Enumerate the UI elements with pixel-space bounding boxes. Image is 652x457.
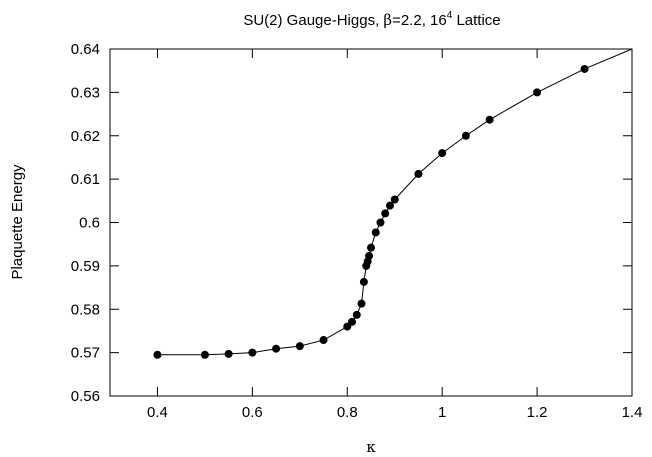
- data-point: [485, 115, 494, 124]
- y-axis-ticks: [110, 48, 632, 397]
- y-tick-label: 0.63: [71, 84, 100, 101]
- y-tick-label: 0.62: [71, 128, 100, 145]
- plot-frame: [109, 48, 633, 397]
- data-point: [200, 350, 209, 359]
- data-point: [224, 349, 233, 358]
- data-point: [381, 209, 390, 218]
- data-point: [359, 277, 368, 286]
- data-point: [352, 310, 361, 319]
- y-axis-tick-labels: 0.56 0.57 0.58 0.59 0.6 0.61 0.62 0.63 0.64: [71, 41, 100, 405]
- y-tick-label: 0.64: [71, 41, 100, 58]
- x-tick-label: 0.8: [337, 404, 358, 421]
- x-axis-label: κ: [366, 438, 376, 456]
- data-point: [376, 218, 385, 227]
- series-points-group: [153, 64, 589, 359]
- data-point: [319, 336, 328, 345]
- chart-title-beta-value: =2.2, 16: [392, 12, 447, 29]
- data-point: [357, 299, 366, 308]
- data-point: [438, 149, 447, 158]
- x-tick-label: 0.6: [242, 404, 263, 421]
- data-point: [153, 350, 162, 359]
- x-tick-label: 1.4: [622, 404, 643, 421]
- data-point: [580, 64, 589, 73]
- data-point: [365, 251, 374, 260]
- data-point: [248, 348, 257, 357]
- data-point: [348, 317, 357, 326]
- chart-title-superscript: 4: [447, 10, 453, 21]
- chart-title: SU(2) Gauge-Higgs, β=2.2, 164 Lattice: [243, 10, 500, 29]
- chart-title-suffix: Lattice: [452, 12, 500, 29]
- data-point: [272, 344, 281, 353]
- y-tick-label: 0.6: [79, 215, 100, 232]
- y-tick-label: 0.61: [71, 171, 100, 188]
- y-tick-label: 0.56: [71, 388, 100, 405]
- x-tick-label: 0.4: [147, 404, 168, 421]
- data-point: [533, 88, 542, 97]
- y-tick-label: 0.57: [71, 345, 100, 362]
- x-axis-ticks: [156, 49, 633, 396]
- data-point: [295, 342, 304, 351]
- data-point: [385, 201, 394, 210]
- data-point: [367, 243, 375, 252]
- y-tick-label: 0.59: [71, 258, 100, 275]
- x-tick-label: 1.2: [527, 404, 548, 421]
- chart-title-prefix: SU(2) Gauge-Higgs,: [243, 12, 383, 29]
- data-point: [414, 169, 423, 178]
- chart-title-beta: β: [383, 11, 392, 29]
- data-point: [461, 131, 470, 140]
- data-point: [371, 228, 380, 237]
- y-axis-label: Plaquette Energy: [9, 164, 26, 280]
- data-point: [390, 195, 399, 204]
- x-tick-label: 1: [438, 404, 446, 421]
- y-tick-label: 0.58: [71, 301, 100, 318]
- x-axis-tick-labels: 0.4 0.6 0.8 1 1.2 1.4: [147, 404, 642, 421]
